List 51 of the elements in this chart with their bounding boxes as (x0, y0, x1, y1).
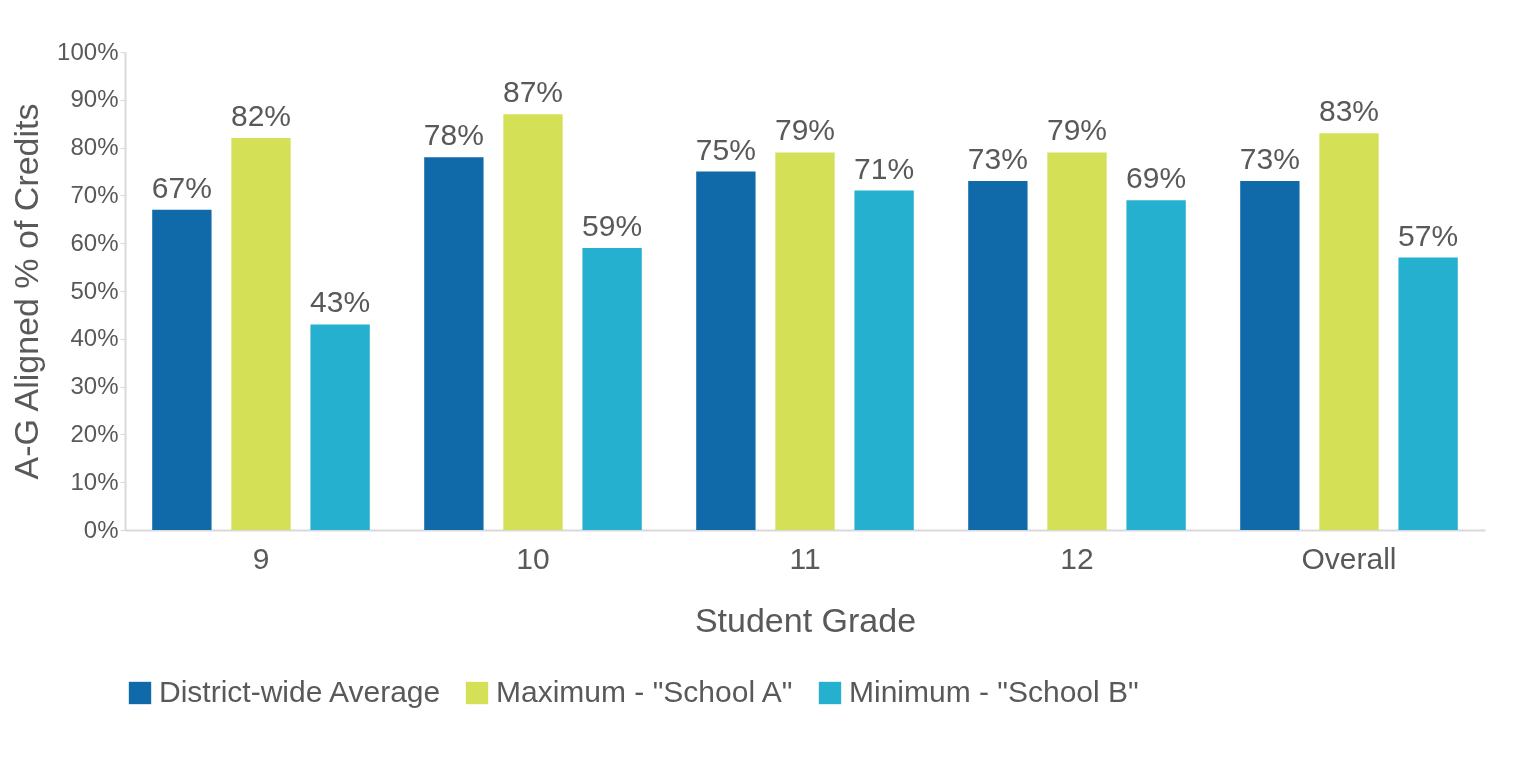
x-tick-label: Overall (1301, 541, 1397, 575)
x-tick-label: 11 (789, 541, 821, 575)
bar (775, 152, 835, 530)
bar (503, 114, 563, 530)
legend-label: Minimum - "School B" (849, 675, 1139, 708)
x-axis-title: Student Grade (694, 600, 917, 639)
data-label: 71% (854, 151, 915, 185)
bar (854, 190, 914, 530)
x-tick-label: 12 (1060, 541, 1094, 575)
bar (1398, 257, 1458, 530)
y-tick-label: 50% (70, 276, 119, 304)
y-axis-title: A-G Aligned % of Credits (7, 103, 46, 480)
data-label: 79% (1046, 113, 1108, 147)
y-tick-label: 70% (70, 180, 119, 208)
bar (310, 324, 370, 530)
y-tick-label: 60% (70, 228, 119, 256)
y-tick-label: 80% (70, 133, 119, 161)
bar (152, 209, 212, 530)
data-label: 83% (1318, 94, 1380, 128)
x-tick-label: 9 (252, 541, 270, 575)
data-label: 87% (502, 75, 564, 109)
x-tick-label: 10 (516, 541, 550, 575)
bar (582, 247, 642, 530)
y-tick-label: 100% (57, 37, 119, 65)
y-tick-label: 40% (70, 324, 119, 352)
legend-label: District-wide Average (159, 675, 441, 708)
y-tick-label: 90% (70, 85, 119, 113)
bar (1240, 181, 1300, 530)
data-label: 43% (310, 285, 371, 319)
bar (1319, 133, 1379, 530)
y-tick-label: 20% (70, 419, 119, 447)
data-label: 69% (1126, 161, 1187, 195)
y-tick-label: 30% (70, 372, 119, 400)
data-label: 79% (774, 113, 836, 147)
y-tick-label: 10% (70, 467, 119, 495)
data-label: 78% (423, 118, 484, 152)
data-label: 73% (967, 142, 1028, 176)
bar (231, 138, 291, 530)
data-label: 59% (582, 208, 643, 242)
y-tick-label: 0% (83, 515, 119, 543)
legend-label: Maximum - "School A" (496, 675, 793, 708)
data-label: 73% (1239, 142, 1300, 176)
data-label: 57% (1398, 218, 1459, 252)
bar (1126, 200, 1186, 530)
data-label: 75% (695, 132, 756, 166)
bar (424, 157, 484, 530)
bar (1047, 152, 1107, 530)
bar (696, 171, 756, 530)
data-label: 82% (230, 99, 292, 133)
data-label: 67% (151, 170, 212, 204)
bar (968, 181, 1028, 530)
